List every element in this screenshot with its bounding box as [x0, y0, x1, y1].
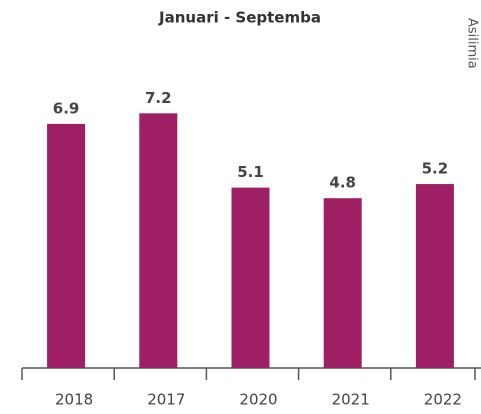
x-tick-label: 2022: [424, 391, 462, 409]
chart-title: Januari - Septemba: [158, 9, 321, 27]
bar: [231, 187, 270, 368]
bar: [415, 184, 454, 368]
bar: [323, 198, 362, 368]
data-label: 5.2: [422, 160, 449, 178]
bar: [47, 123, 86, 368]
data-label: 7.2: [145, 89, 172, 107]
data-label: 5.1: [237, 163, 264, 181]
y-axis-label: Asilimia: [465, 18, 480, 69]
x-tick-label: 2020: [239, 391, 277, 409]
data-label: 6.9: [53, 99, 80, 117]
bar: [139, 113, 178, 368]
x-tick-label: 2018: [55, 391, 93, 409]
data-label: 4.8: [329, 174, 356, 192]
x-tick-label: 2017: [147, 391, 185, 409]
x-tick-label: 2021: [332, 391, 370, 409]
